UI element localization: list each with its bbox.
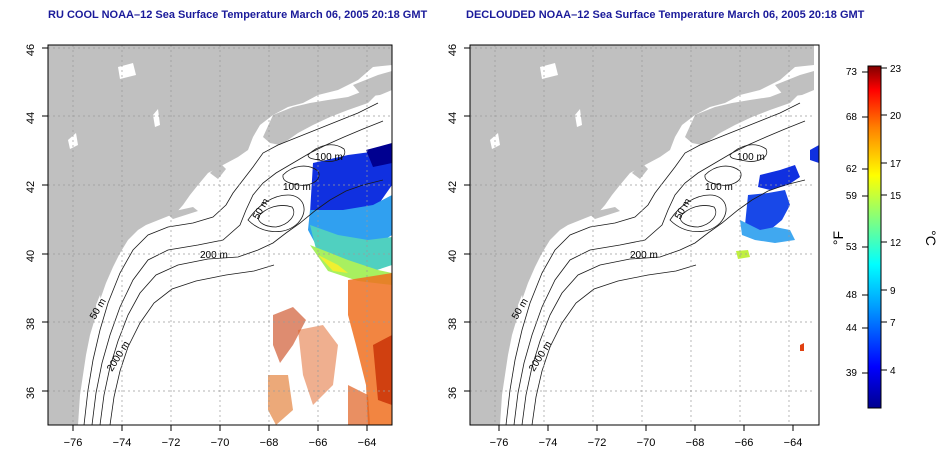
lat-tick-label: 42 [25, 181, 37, 193]
left-map-panel: 100 m 100 m 50 m 200 m 50 m 2000 m 46 44… [25, 44, 393, 449]
fahrenheit-tick: 39 [846, 368, 858, 379]
temperature-colorbar: 73 68 62 59 53 48 44 39 23 20 17 15 12 9 [830, 64, 939, 409]
fahrenheit-tick: 62 [846, 164, 858, 175]
fahrenheit-axis-label: °F [830, 231, 846, 245]
lat-tick-label: 42 [447, 181, 459, 193]
celsius-scale: 23 20 17 15 12 9 7 4 [890, 64, 902, 377]
lat-tick-label: 36 [25, 387, 37, 399]
lon-tick-label: −76 [64, 437, 83, 449]
fahrenheit-tick: 73 [846, 67, 858, 78]
lon-tick-label: −64 [784, 437, 803, 449]
celsius-tick: 9 [890, 286, 896, 297]
fahrenheit-tick: 53 [846, 242, 858, 253]
fahrenheit-tick: 59 [846, 191, 858, 202]
right-lon-axis: −76 −74 −72 −70 −68 −66 −64 [490, 425, 803, 449]
lon-tick-label: −70 [211, 437, 230, 449]
right-lat-axis: 46 44 42 40 38 36 [447, 44, 470, 399]
left-lon-axis: −76 −74 −72 −70 −68 −66 −64 [64, 425, 377, 449]
lat-tick-label: 46 [447, 44, 459, 56]
contour-label: 100 m [705, 182, 733, 193]
celsius-axis-label: °C [923, 230, 939, 246]
right-map-title: DECLOUDED NOAA–12 Sea Surface Temperatur… [466, 9, 865, 21]
lat-tick-label: 36 [447, 387, 459, 399]
celsius-tick: 4 [890, 366, 896, 377]
lon-tick-label: −66 [735, 437, 754, 449]
lon-tick-label: −70 [637, 437, 656, 449]
fahrenheit-tick: 68 [846, 112, 858, 123]
colorbar-gradient [867, 65, 882, 409]
contour-label: 200 m [630, 250, 658, 261]
fahrenheit-tick: 44 [846, 323, 858, 334]
lat-tick-label: 38 [25, 318, 37, 330]
lon-tick-label: −74 [539, 437, 558, 449]
lat-tick-label: 40 [25, 250, 37, 262]
right-map-panel: 100 m 100 m 50 m 200 m 50 m 2000 m 46 44… [447, 44, 820, 449]
right-sst-overlay [736, 145, 819, 351]
fahrenheit-tick: 48 [846, 290, 858, 301]
celsius-tick: 23 [890, 64, 902, 75]
lon-tick-label: −72 [588, 437, 607, 449]
lon-tick-label: −64 [358, 437, 377, 449]
left-map-title: RU COOL NOAA–12 Sea Surface Temperature … [48, 9, 428, 21]
celsius-tick: 20 [890, 111, 902, 122]
lon-tick-label: −74 [113, 437, 132, 449]
lon-tick-label: −68 [686, 437, 705, 449]
contour-label: 100 m [315, 152, 343, 163]
celsius-tick: 12 [890, 238, 902, 249]
lon-tick-label: −68 [260, 437, 279, 449]
lon-tick-label: −76 [490, 437, 509, 449]
celsius-tick: 17 [890, 159, 902, 170]
lat-tick-label: 44 [447, 112, 459, 124]
lat-tick-label: 40 [447, 250, 459, 262]
left-sst-overlay [268, 143, 392, 425]
lat-tick-label: 44 [25, 112, 37, 124]
contour-label: 200 m [200, 250, 228, 261]
fahrenheit-scale: 73 68 62 59 53 48 44 39 [846, 67, 858, 379]
lon-tick-label: −72 [162, 437, 181, 449]
celsius-tick: 15 [890, 191, 902, 202]
lon-tick-label: −66 [309, 437, 328, 449]
lat-tick-label: 38 [447, 318, 459, 330]
celsius-tick: 7 [890, 318, 896, 329]
lat-tick-label: 46 [25, 44, 37, 56]
contour-label: 100 m [283, 182, 311, 193]
left-lat-axis: 46 44 42 40 38 36 [25, 44, 48, 399]
contour-label: 100 m [737, 152, 765, 163]
